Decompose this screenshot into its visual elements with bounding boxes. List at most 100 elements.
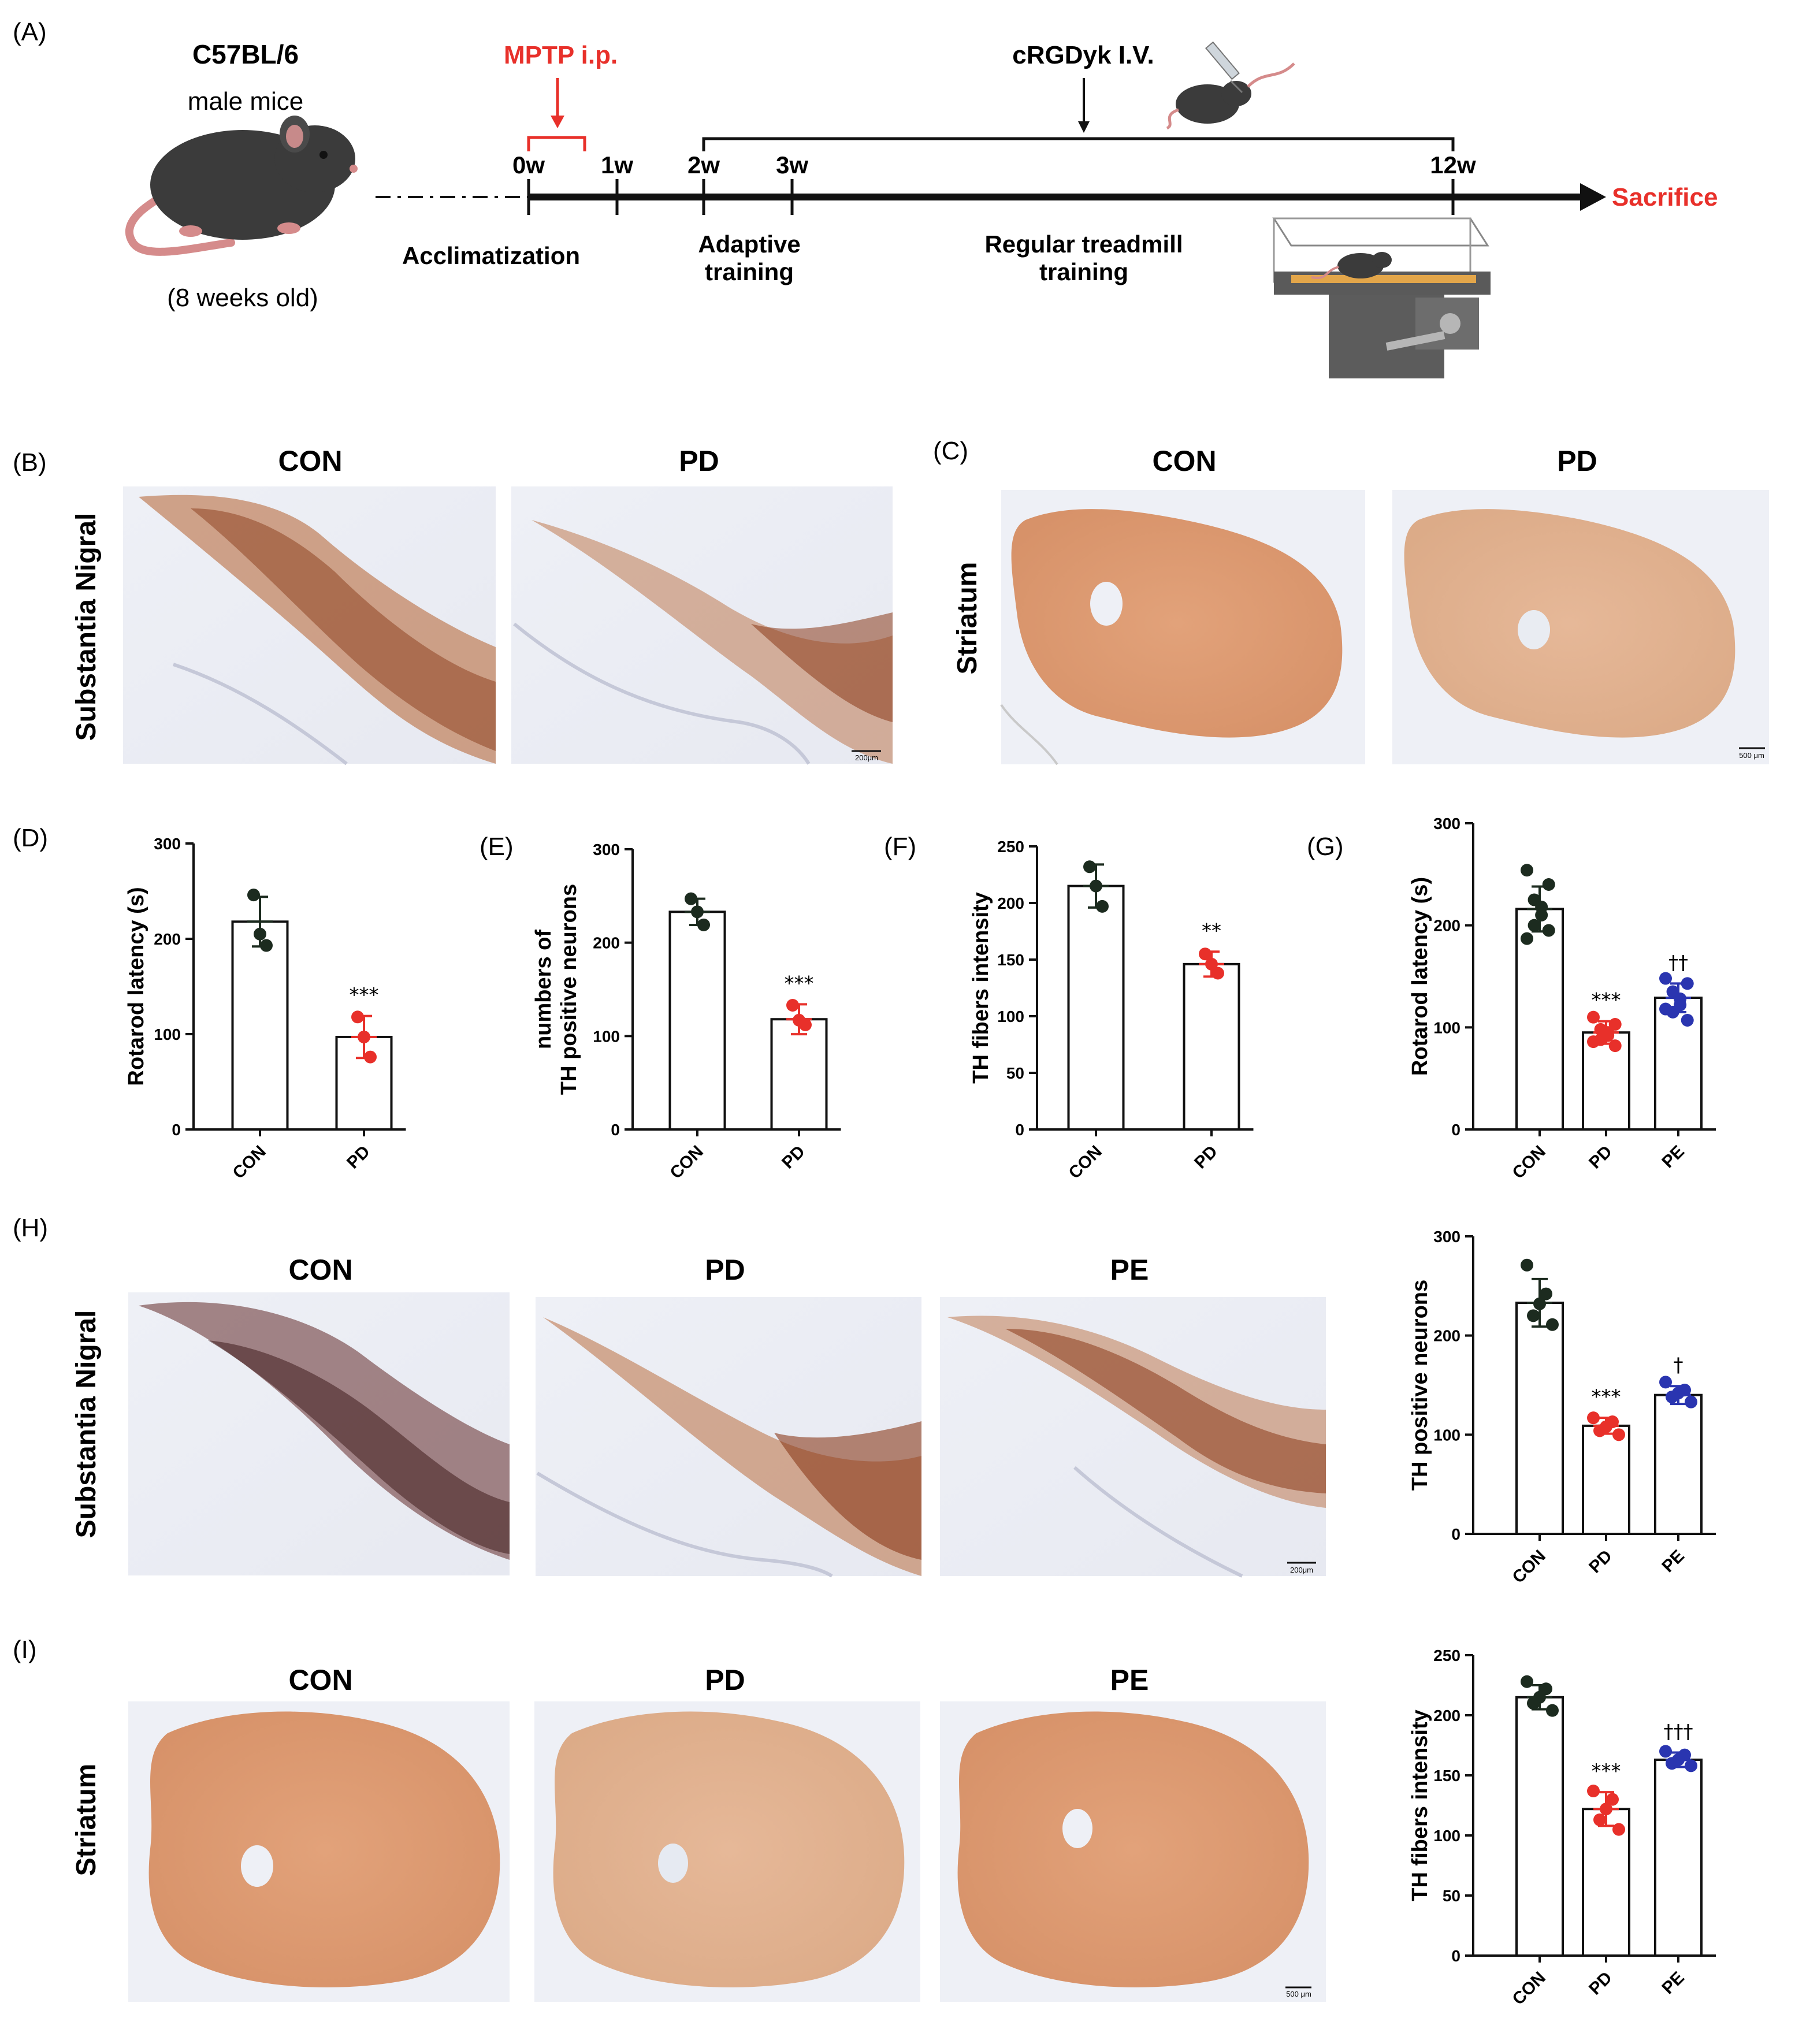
bar — [1654, 1758, 1703, 1957]
significance-label: † — [1674, 1354, 1683, 1377]
category-label: PD — [343, 1142, 374, 1173]
micrograph-b-con — [123, 486, 496, 765]
data-point — [1546, 1704, 1559, 1717]
data-point — [1211, 967, 1224, 980]
bar — [1654, 997, 1703, 1131]
bar — [1582, 1031, 1630, 1131]
tick-2w: 2w — [687, 151, 720, 179]
micrograph-h-con — [128, 1292, 510, 1575]
data-point — [1685, 1395, 1697, 1408]
data-point — [1096, 900, 1109, 913]
strain-label: C57BL/6 — [192, 39, 299, 69]
data-point — [358, 1030, 370, 1043]
data-point — [364, 1050, 377, 1064]
data-point — [1587, 1785, 1600, 1798]
y-tick-label: 100 — [1433, 1426, 1460, 1444]
data-point — [1521, 1258, 1533, 1272]
data-point — [1659, 1376, 1672, 1389]
category-label: PD — [1585, 1142, 1616, 1173]
y-tick-label: 0 — [1015, 1121, 1024, 1139]
data-point — [1205, 957, 1218, 971]
panel-label-i: (I) — [13, 1636, 37, 1664]
y-tick-label: 150 — [997, 951, 1024, 969]
timeline-ticks — [527, 179, 1455, 215]
micrograph-i-con — [128, 1701, 510, 2002]
category-label: PD — [778, 1142, 809, 1173]
y-tick-label: 0 — [1451, 1525, 1460, 1543]
data-point — [1521, 864, 1533, 877]
tick-0w: 0w — [512, 151, 545, 179]
timeline-arrowhead — [1580, 183, 1606, 211]
data-point — [1542, 924, 1555, 937]
treatment-bracket — [702, 137, 1455, 151]
y-tick-label: 50 — [1006, 1064, 1024, 1082]
h-pe-title: PE — [1110, 1254, 1149, 1286]
mptp-label: MPTP i.p. — [504, 41, 618, 69]
regular-label-1: Regular treadmill — [984, 231, 1183, 258]
significance-label: *** — [785, 972, 814, 995]
tick-12w: 12w — [1430, 151, 1476, 179]
chart-e: 0 100 200 300 numbers of TH positive neurons C… — [532, 841, 841, 1183]
y-axis-label: Rotarod latency (s) — [124, 887, 148, 1086]
y-tick-label: 200 — [1433, 917, 1460, 935]
chart-h: 0 100 200 300 TH positive neurons CON *** PD † PE — [1408, 1228, 1716, 1587]
y-axis-label: TH fibers intensity — [969, 892, 993, 1084]
injected-mouse-icon — [1166, 62, 1295, 130]
significance-label: *** — [1592, 1760, 1621, 1783]
panel-label-a: (A) — [13, 18, 47, 46]
y-tick-label: 200 — [997, 894, 1024, 912]
data-point — [1681, 1013, 1694, 1027]
category-label: PE — [1658, 1968, 1688, 1998]
y-axis-label: TH fibers intensity — [1408, 1709, 1432, 1901]
significance-label: *** — [350, 984, 379, 1007]
y-axis-label: TH positive neurons — [1408, 1280, 1432, 1491]
significance-label: *** — [1592, 1385, 1621, 1408]
significance-label: ††† — [1664, 1720, 1693, 1743]
data-point — [786, 998, 799, 1012]
i-pe-title: PE — [1110, 1664, 1149, 1696]
y-tick-label: 150 — [1433, 1767, 1460, 1785]
y-tick-label: 200 — [1433, 1707, 1460, 1725]
data-point — [1606, 1793, 1619, 1806]
y-tick-label: 0 — [1451, 1121, 1460, 1139]
data-point — [1521, 1675, 1533, 1688]
syringe-icon — [1205, 41, 1243, 94]
tick-1w: 1w — [601, 151, 633, 179]
y-tick-label: 200 — [593, 934, 620, 952]
age-label: (8 weeks old) — [167, 284, 318, 312]
data-point — [1199, 947, 1211, 961]
bar — [1515, 1302, 1564, 1535]
y-axis-label: Rotarod latency (s) — [1408, 877, 1432, 1076]
y-tick-label: 50 — [1443, 1887, 1460, 1905]
i-pd-title: PD — [705, 1664, 745, 1696]
category-label: PD — [1585, 1547, 1616, 1577]
y-tick-label: 100 — [1433, 1019, 1460, 1036]
y-tick-label: 300 — [1433, 815, 1460, 833]
category-label: CON — [1508, 1142, 1549, 1183]
data-point — [1600, 1803, 1612, 1816]
panel-label-e: (E) — [480, 833, 514, 861]
y-tick-label: 200 — [1433, 1327, 1460, 1345]
mptp-arrowhead — [551, 116, 564, 128]
data-point — [1521, 932, 1533, 945]
significance-label: *** — [1592, 989, 1621, 1012]
category-label: CON — [666, 1142, 707, 1183]
significance-label: ** — [1202, 919, 1221, 942]
data-point — [1535, 909, 1548, 921]
micrograph-c-pd: 500 μm — [1392, 490, 1769, 764]
category-label: CON — [1508, 1968, 1549, 2009]
scale-bar-label: 200μm — [855, 753, 878, 762]
y-tick-label: 100 — [997, 1008, 1024, 1025]
bar — [1582, 1424, 1630, 1535]
category-label: CON — [229, 1142, 269, 1183]
data-point — [697, 918, 710, 931]
data-point — [1659, 972, 1672, 985]
data-point — [1542, 878, 1555, 891]
data-point — [685, 892, 697, 905]
y-axis-label: TH positive neurons — [557, 884, 581, 1095]
panel-label-c: (C) — [933, 437, 968, 465]
data-point — [1685, 1759, 1697, 1772]
c-row-label: Striatum — [952, 562, 983, 675]
scale-bar-label: 500 μm — [1739, 751, 1764, 760]
c-pd-title: PD — [1557, 445, 1597, 477]
